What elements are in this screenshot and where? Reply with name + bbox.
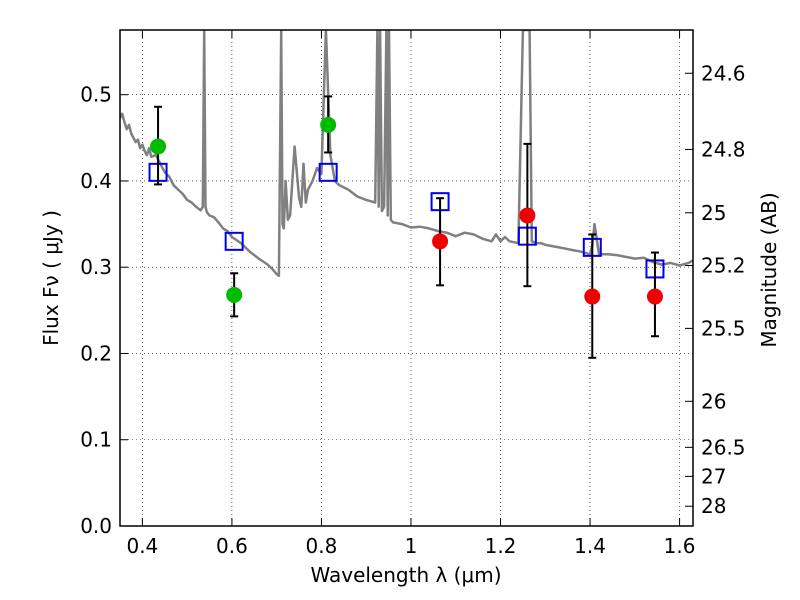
y-axis-label: Flux Fν ( μJy ) bbox=[39, 210, 63, 346]
y2-tick-label: 26 bbox=[701, 389, 726, 413]
y-axis-ticks: 0.0 0.1 0.2 0.3 0.4 0.5 bbox=[80, 83, 128, 538]
y-tick-label: 0.0 bbox=[80, 514, 112, 538]
y2-tick-label: 24.6 bbox=[701, 61, 746, 85]
plot-area bbox=[120, 30, 693, 278]
x-axis-label: Wavelength λ (μm) bbox=[310, 563, 501, 587]
y-tick-label: 0.4 bbox=[80, 169, 112, 193]
y2-axis-ticks: 24.6 24.8 25 25.2 25.5 26 26.5 27 28 bbox=[685, 61, 746, 518]
x-tick-label: 0.6 bbox=[216, 534, 248, 558]
x-axis-ticks: 0.4 0.6 0.8 1 1.2 1.4 1.6 bbox=[126, 30, 695, 558]
observed-points bbox=[150, 116, 663, 305]
grid-lines bbox=[120, 30, 693, 527]
x-tick-label: 1.4 bbox=[574, 534, 606, 558]
x-tick-label: 0.8 bbox=[306, 534, 338, 558]
y2-tick-label: 27 bbox=[701, 464, 726, 488]
y-tick-label: 0.5 bbox=[80, 83, 112, 107]
y2-tick-label: 26.5 bbox=[701, 435, 746, 459]
model-square-marker bbox=[318, 162, 338, 182]
y2-tick-label: 25 bbox=[701, 201, 726, 225]
plot-background bbox=[120, 30, 693, 526]
y2-tick-label: 25.2 bbox=[701, 253, 746, 277]
plot-frame bbox=[119, 29, 694, 527]
y2-tick-label: 28 bbox=[701, 494, 726, 518]
spectrum-line bbox=[120, 30, 693, 278]
y-tick-label: 0.1 bbox=[80, 428, 112, 452]
y-tick-label: 0.3 bbox=[80, 255, 112, 279]
x-tick-label: 1.6 bbox=[664, 534, 696, 558]
x-tick-label: 1.2 bbox=[485, 534, 517, 558]
y2-tick-label: 24.8 bbox=[701, 137, 746, 161]
y2-tick-label: 25.5 bbox=[701, 316, 746, 340]
data-point bbox=[150, 138, 167, 155]
y2-axis-label: Magnitude (AB) bbox=[757, 192, 781, 347]
data-point bbox=[320, 116, 337, 133]
data-point bbox=[519, 207, 536, 224]
x-tick-label: 0.4 bbox=[126, 534, 158, 558]
x-tick-label: 1 bbox=[405, 534, 418, 558]
y-tick-label: 0.2 bbox=[80, 341, 112, 365]
data-point bbox=[226, 286, 243, 303]
data-point bbox=[432, 233, 449, 250]
data-point bbox=[646, 288, 663, 305]
model-square-marker bbox=[224, 231, 244, 251]
data-point bbox=[584, 288, 601, 305]
